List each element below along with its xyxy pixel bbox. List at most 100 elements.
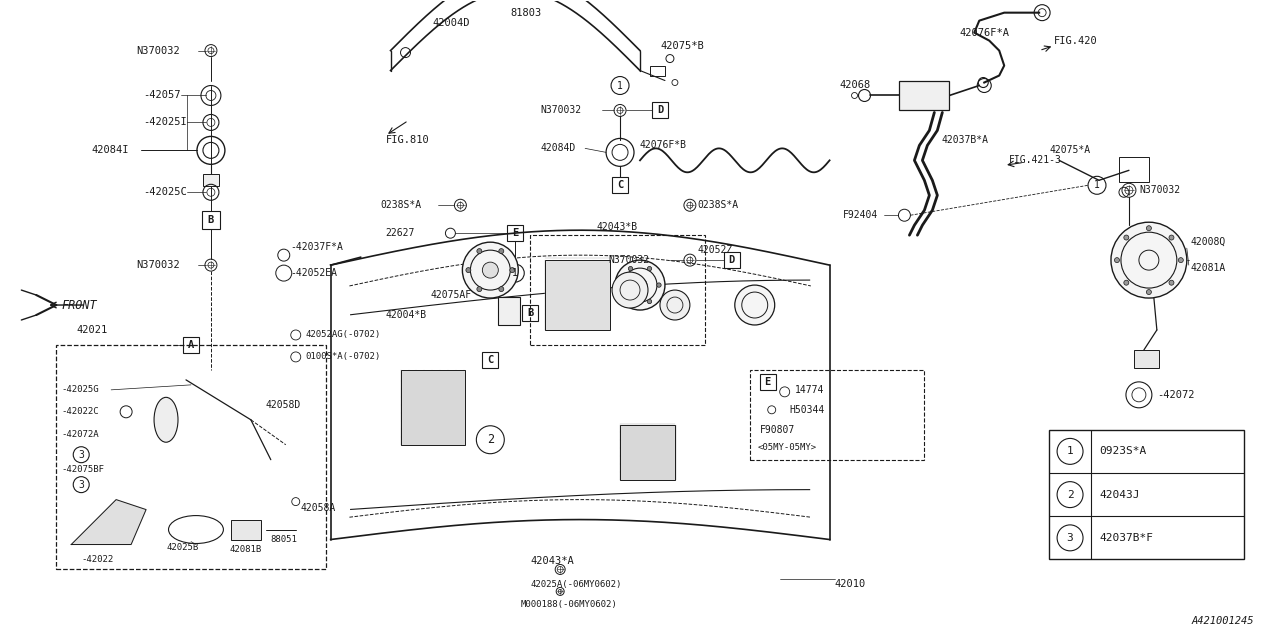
- Circle shape: [1179, 258, 1183, 262]
- Text: 88051: 88051: [271, 535, 298, 544]
- Text: 42075*A: 42075*A: [1050, 145, 1091, 156]
- Bar: [230, 520, 261, 540]
- Bar: [900, 81, 950, 111]
- Circle shape: [648, 300, 652, 304]
- Bar: [650, 65, 664, 76]
- Text: E: E: [764, 377, 771, 387]
- Text: H50344: H50344: [790, 405, 824, 415]
- Text: N370032: N370032: [136, 260, 180, 270]
- Text: 42004D: 42004D: [433, 18, 470, 28]
- Text: B: B: [527, 308, 534, 318]
- Bar: [498, 297, 520, 325]
- Circle shape: [1169, 235, 1174, 240]
- Text: 42037B*A: 42037B*A: [941, 136, 988, 145]
- Bar: [750, 370, 924, 460]
- Text: -42057: -42057: [143, 90, 180, 100]
- Text: F92404: F92404: [842, 210, 878, 220]
- Circle shape: [477, 287, 481, 292]
- Text: 42008Q: 42008Q: [1190, 237, 1226, 247]
- Circle shape: [1169, 280, 1174, 285]
- Text: -42025G: -42025G: [61, 385, 99, 394]
- Bar: [204, 174, 219, 186]
- Text: N370032: N370032: [136, 45, 180, 56]
- Circle shape: [1111, 222, 1187, 298]
- Circle shape: [499, 287, 504, 292]
- Text: 42068: 42068: [840, 79, 870, 90]
- Text: -42022: -42022: [81, 555, 114, 564]
- Text: B: B: [207, 215, 214, 225]
- Ellipse shape: [154, 397, 178, 442]
- Text: 42052Z: 42052Z: [698, 245, 733, 255]
- Text: 42043*B: 42043*B: [596, 222, 639, 232]
- Text: 42021: 42021: [77, 325, 108, 335]
- Text: 1: 1: [1066, 446, 1074, 456]
- Text: 42084I: 42084I: [91, 145, 129, 156]
- Text: FIG.810: FIG.810: [385, 136, 429, 145]
- Circle shape: [483, 262, 498, 278]
- Text: N370032: N370032: [1139, 186, 1180, 195]
- Circle shape: [509, 268, 515, 273]
- Bar: [1134, 350, 1158, 368]
- Text: 3: 3: [78, 479, 84, 490]
- Polygon shape: [72, 500, 146, 545]
- Text: 0238S*A: 0238S*A: [698, 200, 739, 211]
- Bar: [760, 374, 776, 390]
- Circle shape: [618, 283, 623, 287]
- Text: 1: 1: [617, 81, 623, 90]
- Text: E: E: [512, 228, 518, 238]
- Text: 42058A: 42058A: [301, 502, 335, 513]
- Text: 42076F*B: 42076F*B: [640, 140, 687, 150]
- Text: 42075*B: 42075*B: [660, 40, 704, 51]
- Text: 42076F*A: 42076F*A: [959, 28, 1010, 38]
- Text: 42084D: 42084D: [540, 143, 576, 154]
- Bar: [545, 260, 611, 330]
- Bar: [183, 337, 198, 353]
- Bar: [723, 252, 740, 268]
- Text: FRONT: FRONT: [61, 298, 97, 312]
- Text: 42025B: 42025B: [166, 543, 198, 552]
- Text: <05MY-05MY>: <05MY-05MY>: [758, 444, 817, 452]
- Text: 3: 3: [1066, 533, 1074, 543]
- Text: 1: 1: [1094, 180, 1100, 190]
- Bar: [530, 235, 705, 345]
- Text: 2: 2: [1066, 490, 1074, 500]
- Text: -42022C: -42022C: [61, 407, 99, 416]
- Bar: [56, 345, 325, 570]
- Bar: [507, 225, 524, 241]
- Bar: [612, 177, 628, 193]
- Text: M000188(-06MY0602): M000188(-06MY0602): [520, 600, 617, 609]
- Bar: [620, 425, 675, 479]
- Text: 42052AG(-0702): 42052AG(-0702): [306, 330, 381, 339]
- Text: A: A: [188, 340, 195, 350]
- Text: -42075BF: -42075BF: [61, 465, 104, 474]
- Text: 42058D: 42058D: [266, 400, 301, 410]
- Circle shape: [648, 266, 652, 271]
- Text: 3: 3: [78, 450, 84, 460]
- Bar: [401, 370, 466, 445]
- Text: 42081A: 42081A: [1190, 263, 1226, 273]
- Circle shape: [612, 272, 648, 308]
- Text: D: D: [728, 255, 735, 265]
- Text: 2: 2: [486, 433, 494, 446]
- Text: 22627: 22627: [385, 228, 415, 238]
- Text: -42072: -42072: [1157, 390, 1194, 400]
- Text: A421001245: A421001245: [1192, 616, 1253, 627]
- Bar: [202, 211, 220, 229]
- Circle shape: [1147, 289, 1152, 294]
- Text: 42043*A: 42043*A: [530, 556, 573, 566]
- Circle shape: [660, 290, 690, 320]
- Bar: [522, 305, 538, 321]
- Circle shape: [477, 248, 481, 253]
- Text: N370032: N370032: [608, 255, 649, 265]
- Text: 42004*B: 42004*B: [385, 310, 426, 320]
- Bar: [1119, 157, 1149, 182]
- Circle shape: [499, 248, 504, 253]
- Text: -42037F*A: -42037F*A: [291, 242, 343, 252]
- Text: -42025I: -42025I: [143, 117, 187, 127]
- Text: F90807: F90807: [760, 425, 795, 435]
- Text: -42025C: -42025C: [143, 188, 187, 197]
- Bar: [483, 352, 498, 368]
- Text: 42081B: 42081B: [229, 545, 262, 554]
- Text: C: C: [488, 355, 494, 365]
- Circle shape: [1124, 235, 1129, 240]
